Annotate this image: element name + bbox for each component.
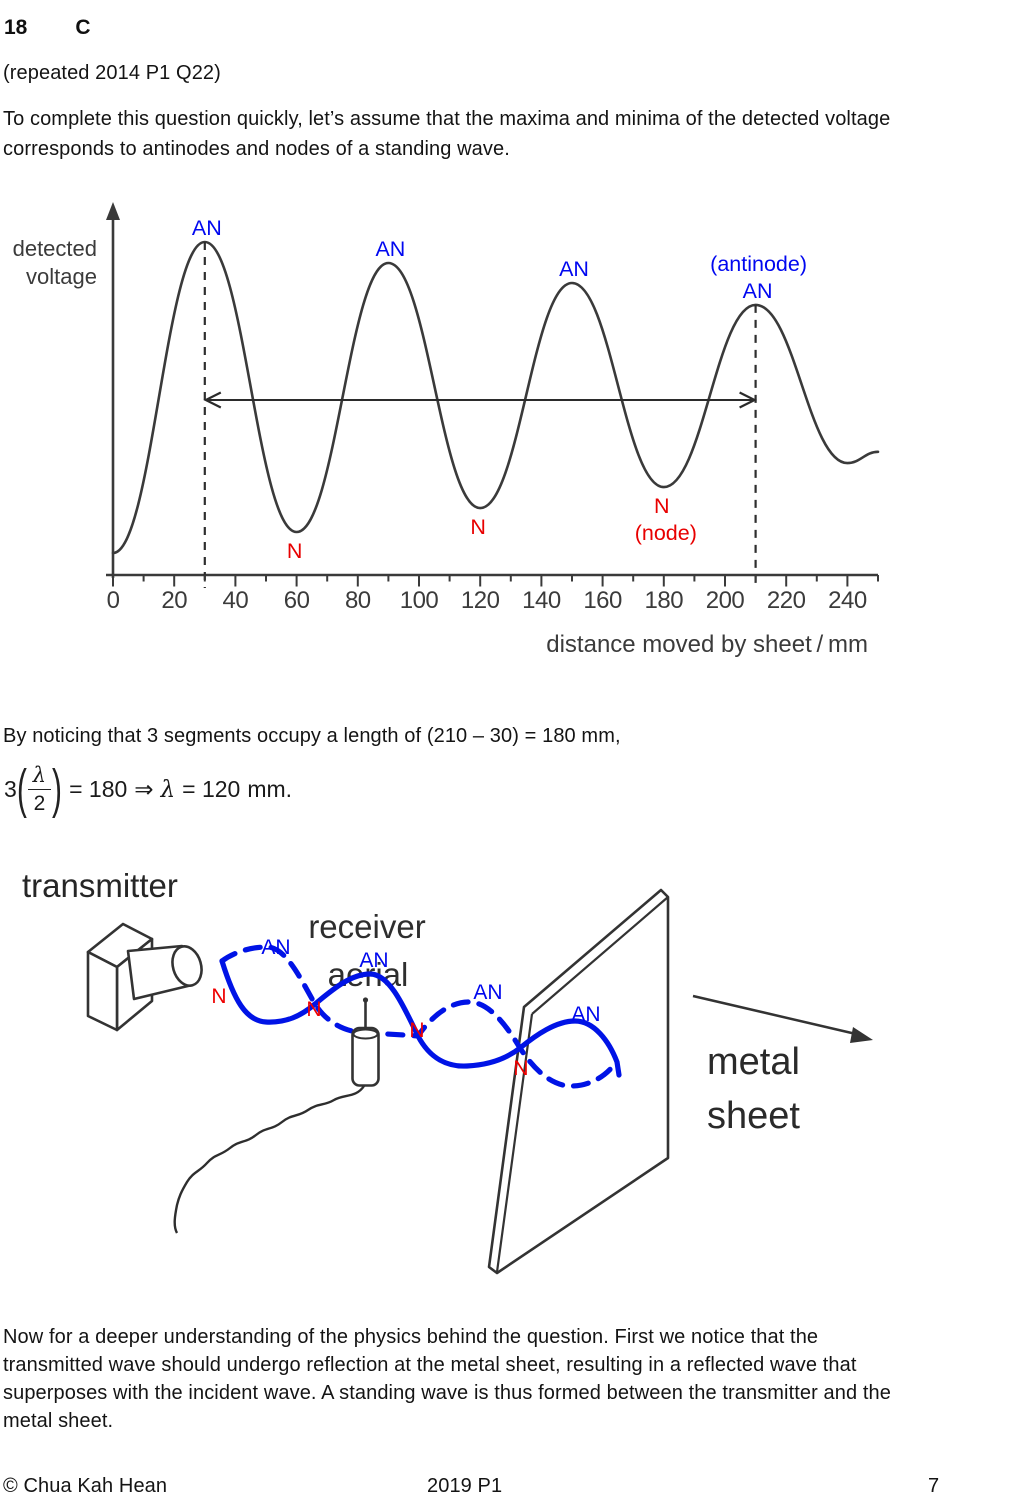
x-tick-label: 120: [461, 587, 500, 614]
formula-close-paren: ): [52, 759, 63, 819]
span-arrow-left-head: [203, 391, 222, 409]
node-label: N: [654, 494, 670, 518]
y-axis-label-line2: voltage: [26, 264, 97, 289]
metal-sheet-shape: [487, 888, 670, 1275]
diagram-node-label: N: [211, 985, 226, 1008]
implies-arrow: ⇒: [134, 776, 154, 803]
metal-sheet-thickness-lines: [495, 896, 669, 1273]
paragraph2-line1: Now for a deeper understanding of the ph…: [3, 1326, 819, 1348]
diagram-node-label: N: [306, 998, 321, 1021]
repeated-note: (repeated 2014 P1 Q22): [3, 62, 221, 84]
question-header: 18 C: [4, 16, 91, 40]
span-arrow-right-head: [739, 391, 758, 409]
paragraph2-line2: transmitted wave should undergo reflecti…: [3, 1354, 857, 1376]
graph-dynamic-content: 0 20 40 60 80 100 120 140 160 180 200 220 240 AN AN AN A…: [107, 216, 880, 614]
formula-coefficient: 3: [4, 776, 17, 803]
wavelength-formula: 3 ( λ 2 ) = 180 ⇒ λ = 120 mm.: [4, 759, 293, 819]
diagram-antinode-label: AN: [261, 936, 290, 959]
metal-sheet-label-line2: sheet: [707, 1095, 800, 1137]
x-tick-label: 240: [828, 587, 867, 614]
antinode-label: AN: [375, 237, 405, 261]
formula-lambda: λ: [160, 776, 176, 803]
metal-sheet-label-line1: metal: [707, 1041, 800, 1083]
transmitter-box-front: [86, 950, 119, 1032]
antinode-label: AN: [559, 257, 589, 281]
standing-wave-dashed: [219, 944, 616, 1089]
paragraph1-line2: corresponds to antinodes and nodes of a …: [3, 138, 510, 160]
standing-wave-apparatus-diagram: transmitter receiver aerial metal sheet …: [22, 867, 873, 1275]
diagram-node-label: N: [409, 1019, 424, 1042]
antinode-label: AN: [743, 279, 773, 303]
metal-sheet-outline: [487, 888, 670, 1275]
x-tick-label: 140: [522, 587, 561, 614]
detected-voltage-graph: detected voltage distance moved by sheet…: [13, 202, 880, 658]
x-tick-label: 20: [161, 587, 187, 614]
x-tick-label: 40: [223, 587, 249, 614]
x-tick-label: 160: [583, 587, 622, 614]
antinode-note: (antinode): [710, 252, 807, 276]
formula-open-paren: (: [16, 759, 27, 819]
paragraph1-line1: To complete this question quickly, let’s…: [3, 108, 891, 130]
sheet-direction-arrowhead: [850, 1027, 873, 1043]
diagram-antinode-label: AN: [571, 1003, 600, 1026]
sheet-direction-arrow: [692, 994, 857, 1036]
antinode-label: AN: [192, 216, 222, 240]
question-number: 18: [4, 16, 28, 39]
transmitter-horn-face: [171, 945, 203, 987]
y-axis-label-line1: detected: [13, 236, 97, 261]
node-label: N: [287, 539, 303, 563]
x-tick-label: 80: [345, 587, 371, 614]
voltage-curve: [111, 240, 880, 555]
node-label: N: [470, 515, 486, 539]
paragraph2-line4: metal sheet.: [3, 1410, 114, 1432]
receiver-aerial-icon: [351, 997, 380, 1087]
y-axis-arrowhead: [106, 202, 120, 220]
paragraph2-line3: superposes with the incident wave. A sta…: [3, 1382, 891, 1404]
x-tick-label: 60: [284, 587, 310, 614]
x-tick-label: 200: [706, 587, 745, 614]
x-tick-label: 220: [767, 587, 806, 614]
footer-paper: 2019 P1: [427, 1475, 503, 1497]
formula-numerator-lambda: λ: [32, 763, 47, 788]
diagram-antinode-label: AN: [359, 949, 388, 972]
footer-copyright: © Chua Kah Hean: [3, 1475, 168, 1497]
x-tick-label: 180: [645, 587, 684, 614]
x-tick-label: 0: [107, 587, 120, 614]
answer-letter: C: [75, 16, 91, 39]
transmitter-icon: [86, 922, 203, 1032]
fraction-bar: [27, 789, 52, 791]
formula-denominator: 2: [33, 792, 46, 816]
antenna-rod-tip: [362, 997, 369, 1003]
formula-equals-120: = 120: [182, 776, 241, 803]
x-tick-label: 100: [400, 587, 439, 614]
transmitter-label: transmitter: [22, 867, 178, 904]
footer-page-number: 7: [928, 1475, 940, 1497]
receiver-cable: [173, 1085, 365, 1234]
formula-fraction: λ 2: [27, 763, 52, 816]
receiver-label-line1: receiver: [308, 908, 425, 945]
formula-unit: mm.: [247, 776, 293, 803]
diagram-antinode-label: AN: [473, 981, 502, 1004]
formula-equals-180: = 180: [69, 776, 128, 803]
bridge-sentence: By noticing that 3 segments occupy a len…: [3, 725, 621, 747]
x-axis-label: distance moved by sheet / mm: [546, 631, 868, 658]
diagram-node-label: N: [513, 1057, 528, 1080]
node-note: (node): [635, 521, 697, 545]
receiver-cylinder-top: [352, 1028, 379, 1040]
